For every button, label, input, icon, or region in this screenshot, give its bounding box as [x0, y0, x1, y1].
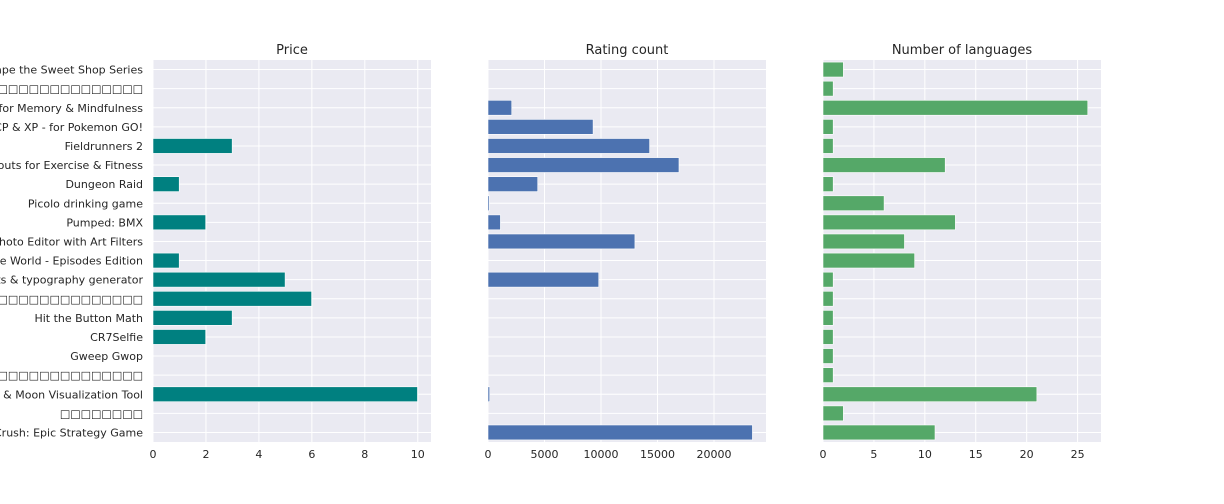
bar [822, 138, 834, 154]
y-tick-label: □□□□□□□□ [60, 407, 143, 420]
bar [822, 176, 834, 192]
bar [152, 252, 180, 269]
x-tick-label: 20000 [697, 448, 732, 461]
bar [487, 100, 513, 116]
x-tick-label: 5 [870, 448, 877, 461]
y-tick-label: Siege Crush: Epic Strategy Game [0, 426, 143, 439]
bar [822, 61, 844, 78]
y-tick-label: Camera Plus and Photo Editor with Art Fi… [0, 235, 143, 248]
bar [487, 233, 636, 250]
bar [487, 214, 501, 231]
x-tick-label: 2 [202, 448, 209, 461]
y-tick-label: Coloring for Memory & Mindfulness [0, 102, 143, 115]
bar [822, 80, 834, 97]
bar [487, 138, 650, 154]
chart-panel: 0 5 10 15 20 25 Number of languages [820, 43, 1101, 461]
y-tick-label: □□□□□□□□□□□□□□□□□□□ [0, 369, 143, 382]
bar [487, 157, 680, 173]
x-tick-label: 15000 [640, 448, 675, 461]
panel-title: Rating count [586, 43, 669, 58]
x-tick-label: 10000 [584, 448, 619, 461]
plot-background [823, 60, 1101, 442]
y-tick-label: Pumped: BMX [66, 216, 143, 229]
bar [822, 367, 834, 383]
bar [822, 348, 834, 364]
x-tick-label: 0 [150, 448, 157, 461]
bar [822, 405, 844, 422]
bar [487, 386, 490, 402]
y-tick-label: Picolo drinking game [28, 197, 143, 210]
y-tick-label: Workouts for Exercise & Fitness [0, 159, 143, 172]
y-tick-label: Fieldrunners 2 [65, 140, 143, 153]
bar [822, 195, 885, 211]
panel-title: Number of languages [892, 43, 1033, 58]
bar [822, 310, 834, 326]
bar [822, 233, 905, 250]
bar [822, 100, 1089, 116]
x-tick-label: 25 [1071, 448, 1085, 461]
bar [822, 291, 834, 307]
y-tick-label: Sun & Moon Visualization Tool [0, 388, 143, 401]
y-tick-label: □□□□□□□□□□□□□□ [0, 293, 143, 306]
y-tick-label: Fonts & typography generator [0, 274, 143, 287]
x-tick-label: 20 [1020, 448, 1034, 461]
x-tick-label: 5000 [531, 448, 559, 461]
chart-panel: 0 2 4 6 8 10 Price Escape the Sweet Shop Series… [0, 43, 431, 461]
bar [822, 424, 936, 441]
bar [822, 214, 956, 231]
y-tick-label: CR7Selfie [90, 331, 143, 344]
bar [152, 386, 418, 402]
chart-panels: 0 2 4 6 8 10 Price Escape the Sweet Shop Series… [0, 43, 1101, 461]
y-tick-label: Escape the Sweet Shop Series [0, 64, 143, 77]
bar [152, 310, 233, 326]
bar [487, 424, 753, 441]
bar [487, 119, 594, 135]
bar [152, 291, 312, 307]
bar [487, 176, 539, 192]
bar [822, 329, 834, 345]
panel-title: Price [276, 43, 308, 58]
x-tick-label: 15 [969, 448, 983, 461]
bar [822, 157, 946, 173]
bar [152, 214, 206, 231]
bar [152, 271, 286, 288]
x-tick-label: 8 [361, 448, 368, 461]
x-tick-label: 0 [820, 448, 827, 461]
plot-background [488, 60, 766, 442]
bar [822, 386, 1038, 402]
y-tick-label: Gweep Gwop [70, 350, 143, 363]
y-tick-label: Hit the Button Math [34, 312, 143, 325]
y-tick-label: Dungeon Raid [65, 178, 143, 191]
bar [152, 176, 180, 192]
y-tick-label: Around The World - Episodes Edition [0, 255, 143, 268]
bar [152, 138, 233, 154]
x-tick-label: 6 [308, 448, 315, 461]
y-tick-label: □□□□□□□□□□□□□□□□□□□ [0, 83, 143, 96]
bar [822, 252, 915, 269]
x-tick-label: 4 [255, 448, 262, 461]
bar [152, 329, 206, 345]
plot-background [153, 60, 431, 442]
bar [487, 195, 490, 211]
y-tick-label: Calculator CP & XP - for Pokemon GO! [0, 121, 143, 134]
bar [822, 271, 834, 288]
bar [487, 271, 600, 288]
x-tick-label: 10 [411, 448, 425, 461]
x-tick-label: 10 [918, 448, 932, 461]
bar [822, 119, 834, 135]
x-tick-label: 0 [485, 448, 492, 461]
chart-panel: 0 5000 10000 15000 20000 Rating count [485, 43, 766, 461]
